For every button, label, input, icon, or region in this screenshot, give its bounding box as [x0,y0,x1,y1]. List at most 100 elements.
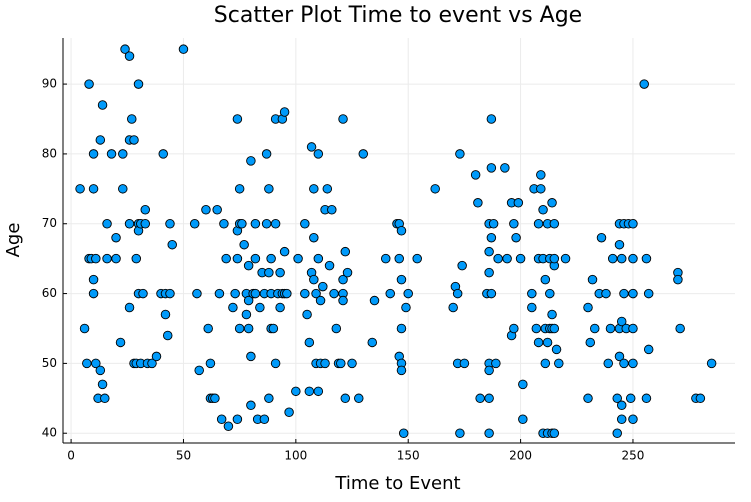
point [396,225,407,236]
point [270,358,281,369]
point [484,267,494,278]
point [234,184,245,194]
point [396,365,407,376]
point [336,358,346,369]
point [322,184,333,194]
point [95,365,106,376]
point [403,288,413,299]
point [264,184,274,194]
x-tick-label: 250 [622,449,645,463]
point [313,149,324,159]
point [515,253,526,264]
point [304,337,315,348]
point [493,253,503,264]
point [628,288,638,299]
point [165,218,175,229]
point [706,358,717,369]
point [484,365,494,376]
point [250,218,261,229]
point [641,253,652,264]
point [232,114,243,124]
point [264,393,274,404]
point [302,309,312,320]
point [380,253,391,264]
point [455,149,465,159]
point [601,288,611,299]
point [473,198,483,208]
point [259,414,270,425]
x-axis-label: Time to Event [334,473,460,494]
point [369,295,380,306]
point [214,288,225,299]
y-tick-label: 60 [42,286,57,300]
y-tick-label: 40 [42,426,57,440]
point [455,428,465,438]
point [545,288,555,299]
point [91,358,101,369]
point [304,386,315,397]
point [228,302,238,313]
point [111,232,121,243]
point [84,79,94,89]
point [513,198,524,208]
point [518,379,528,390]
point [549,218,560,229]
point [264,267,274,278]
point [88,274,99,285]
point [486,163,497,173]
point [509,323,519,334]
point [178,44,189,54]
point [643,344,654,355]
point [338,295,348,306]
point [97,379,108,390]
point [549,253,560,264]
point [131,253,142,264]
point [97,100,108,110]
point [232,414,243,425]
point [616,414,627,425]
point [695,393,706,404]
point [491,358,501,369]
point [398,428,409,438]
point [639,79,649,89]
point [616,400,627,411]
point [106,149,117,159]
point [354,393,364,404]
point [549,323,560,334]
point [241,309,252,320]
point [587,274,598,285]
point [612,428,622,438]
point [385,288,395,299]
point [643,288,654,299]
point [95,135,106,145]
point [484,246,494,257]
point [394,253,404,264]
point [250,253,261,264]
point [475,393,485,404]
point [246,351,256,362]
point [88,184,99,194]
point [309,274,319,285]
point [282,288,292,299]
point [527,302,537,313]
point [614,239,625,250]
point [261,149,272,159]
point [511,232,521,243]
point [232,253,243,264]
point [237,218,247,229]
point [205,358,216,369]
point [583,302,593,313]
point [91,253,101,264]
point [367,337,378,348]
point [616,253,627,264]
point [486,232,497,243]
point [246,156,256,166]
point [268,323,279,334]
point [192,288,202,299]
point [275,267,285,278]
x-tick-label: 50 [176,449,191,463]
point [309,232,319,243]
point [540,274,551,285]
point [470,170,481,180]
point [230,288,240,299]
